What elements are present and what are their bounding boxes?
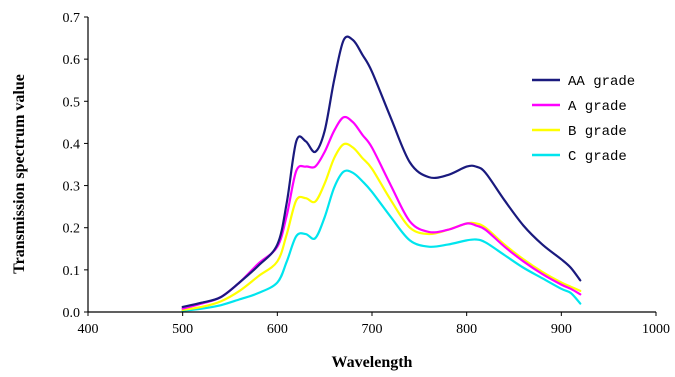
x-tick-label: 800 [456, 322, 477, 337]
y-tick-label: 0.1 [63, 264, 81, 279]
y-tick-label: 0.6 [63, 53, 81, 68]
y-tick-label: 0.5 [63, 95, 81, 110]
series-line-c-grade [181, 169, 582, 312]
axes: 400 500 600 700 800 900 1000 0.0 0.1 0.2 0.3 0.4 0.5… [63, 11, 671, 337]
series-line-b-grade [181, 142, 582, 311]
x-tick-label: 500 [172, 322, 193, 337]
y-tick-label: 0.7 [63, 11, 81, 26]
y-axis-title: Transmission spectrum value [11, 74, 28, 274]
x-tick-label: 600 [267, 322, 288, 337]
legend-label: A grade [568, 99, 627, 115]
x-axis-title: Wavelength [332, 354, 413, 371]
series-line-aa-grade [181, 35, 582, 309]
y-tick-label: 0.0 [63, 306, 81, 321]
y-tick-label: 0.4 [63, 137, 81, 152]
legend-label: C grade [568, 149, 627, 165]
y-tick-label: 0.3 [63, 180, 81, 195]
legend-label: B grade [568, 124, 627, 140]
x-tick-label: 400 [78, 322, 99, 337]
x-tick-label: 900 [551, 322, 572, 337]
plot-area [181, 35, 582, 312]
legend: AA grade A grade B grade C grade [532, 74, 635, 165]
x-tick-label: 700 [362, 322, 383, 337]
legend-label: AA grade [568, 74, 635, 90]
y-tick-label: 0.2 [63, 222, 81, 237]
x-tick-label: 1000 [642, 322, 670, 337]
